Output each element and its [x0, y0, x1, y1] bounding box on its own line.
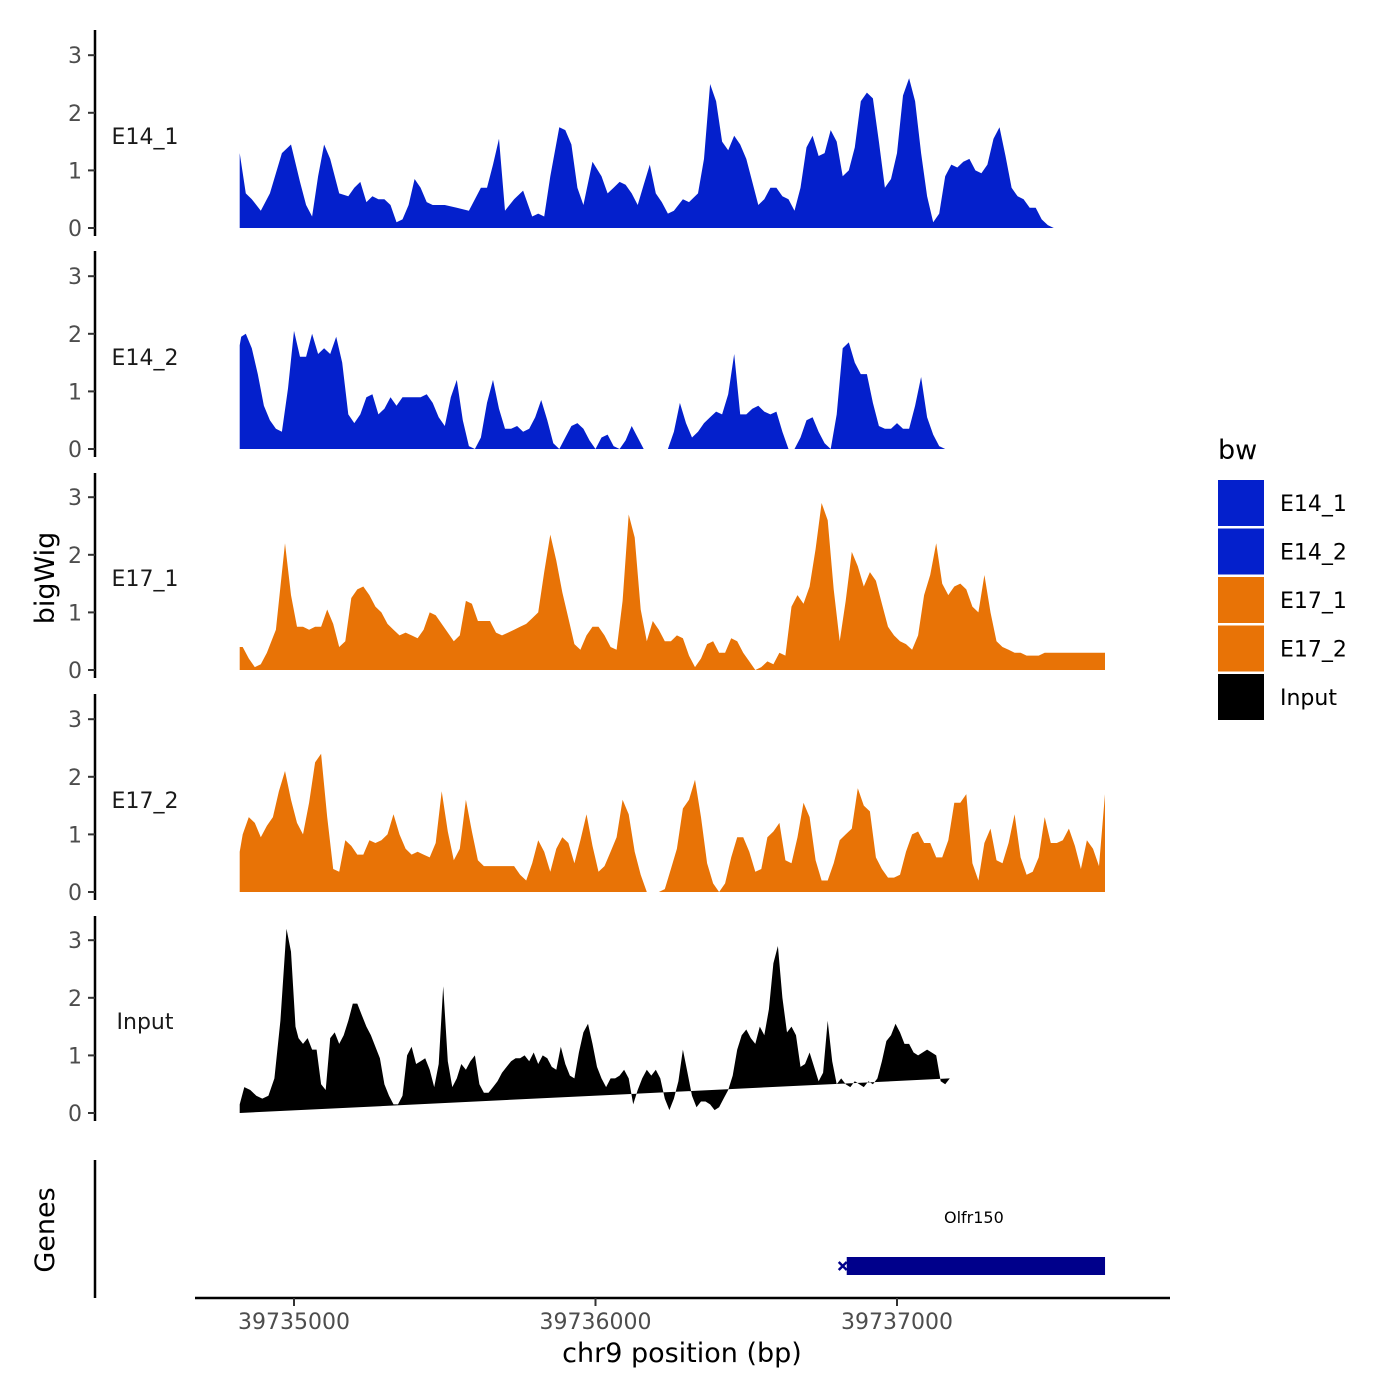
track-e17-2: 0 1 2 3 E17_2: [68, 694, 1105, 906]
y-axis-title: bigWig: [30, 532, 61, 625]
coverage-area: [239, 330, 1105, 449]
y-tick-label: 2: [68, 323, 82, 348]
legend-label: E17_1: [1280, 589, 1347, 614]
legend-label: E14_2: [1280, 541, 1347, 566]
legend-swatch: [1218, 528, 1264, 575]
legend-item-e14-1: E14_1: [1218, 480, 1347, 526]
track-input: 0 1 2 3 Input: [68, 916, 950, 1127]
legend: bw E14_1 E14_2 E17_1 E17_2 Input: [1218, 435, 1347, 720]
legend-item-input: Input: [1218, 674, 1337, 720]
coverage-area: [239, 753, 1105, 892]
track-label: E14_1: [112, 125, 179, 150]
y-tick-label: 2: [68, 102, 82, 127]
track-label: E17_1: [112, 567, 179, 592]
legend-label: Input: [1280, 686, 1337, 711]
y-tick-label: 3: [68, 265, 82, 290]
x-tick-label: 39736000: [540, 1310, 652, 1335]
y-tick-label: 3: [68, 486, 82, 511]
track-e14-1: 0 1 2 3 E14_1: [68, 30, 1105, 242]
legend-swatch: [1218, 577, 1264, 623]
gene-body: [846, 1257, 1106, 1275]
track-label: E17_2: [112, 789, 179, 814]
y-tick-label: 0: [68, 217, 82, 242]
coverage-area: [239, 503, 1105, 670]
y-tick-label: 0: [68, 1102, 82, 1127]
legend-item-e14-2: E14_2: [1218, 528, 1347, 575]
y-tick-label: 2: [68, 987, 82, 1012]
track-e17-1: 0 1 2 3 E17_1: [68, 473, 1105, 684]
track-e14-2: 0 1 2 3 E14_2: [68, 251, 1105, 463]
genes-track: Olfr150: [93, 1160, 1106, 1298]
genes-axis-title: Genes: [30, 1187, 61, 1272]
x-axis-title: chr9 position (bp): [562, 1338, 802, 1369]
y-tick-label: 1: [68, 601, 82, 626]
strand-arrow-icon: [837, 1261, 848, 1271]
x-tick-label: 39737000: [841, 1310, 953, 1335]
legend-swatch: [1218, 480, 1264, 526]
y-tick-label: 3: [68, 708, 82, 733]
x-axis: 39735000 39736000 39737000: [195, 1296, 1170, 1335]
track-label: Input: [117, 1010, 174, 1035]
y-tick-label: 1: [68, 1044, 82, 1069]
y-tick-label: 0: [68, 881, 82, 906]
legend-title: bw: [1218, 435, 1257, 466]
y-tick-label: 2: [68, 766, 82, 791]
gene-label: Olfr150: [944, 1208, 1004, 1227]
y-tick-label: 1: [68, 380, 82, 405]
track-label: E14_2: [112, 346, 179, 371]
coverage-area: [239, 928, 950, 1113]
y-tick-label: 1: [68, 159, 82, 184]
legend-swatch: [1218, 625, 1264, 672]
coverage-area: [239, 78, 1105, 228]
y-tick-label: 0: [68, 438, 82, 463]
tracks: 0 1 2 3 E14_1 0 1 2 3 E14_2 0 1 2 3 E17_1 0 1 2 3 E17_2 0 1 2 3…: [68, 30, 1105, 1127]
legend-swatch: [1218, 674, 1264, 720]
y-tick-label: 3: [68, 44, 82, 69]
gene-olfr150: Olfr150: [837, 1208, 1106, 1275]
x-tick-label: 39735000: [238, 1310, 350, 1335]
legend-item-e17-2: E17_2: [1218, 625, 1347, 672]
y-tick-label: 1: [68, 823, 82, 848]
y-tick-label: 2: [68, 544, 82, 569]
legend-item-e17-1: E17_1: [1218, 577, 1347, 623]
legend-label: E17_2: [1280, 638, 1347, 663]
legend-label: E14_1: [1280, 492, 1347, 517]
y-tick-label: 3: [68, 929, 82, 954]
y-tick-label: 0: [68, 659, 82, 684]
